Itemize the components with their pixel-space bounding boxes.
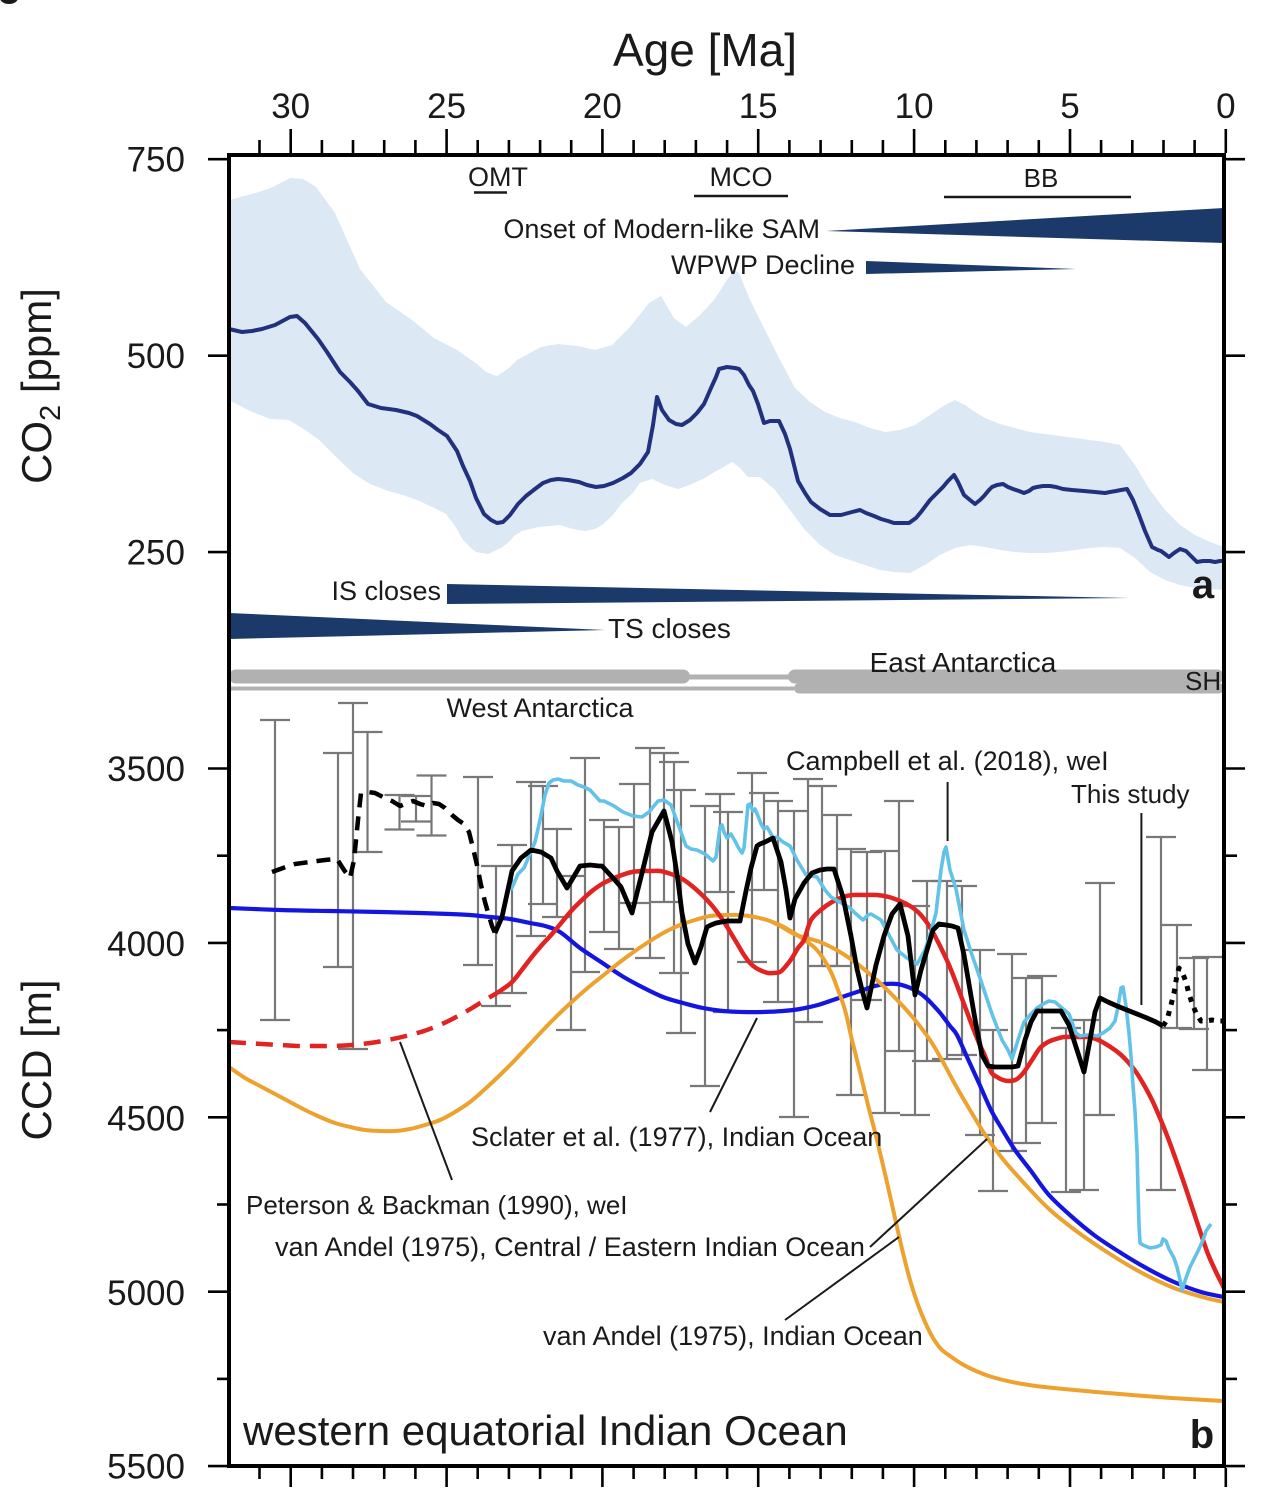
svg-text:western equatorial Indian Ocea: western equatorial Indian Ocean <box>242 1407 848 1454</box>
svg-text:15: 15 <box>739 87 778 126</box>
svg-text:b: b <box>1190 1413 1214 1457</box>
svg-text:750: 750 <box>127 141 185 180</box>
svg-text:East Antarctica: East Antarctica <box>870 647 1057 678</box>
svg-text:CCD [m]: CCD [m] <box>13 980 60 1141</box>
svg-text:IS closes: IS closes <box>331 576 441 606</box>
svg-text:5000: 5000 <box>107 1274 185 1313</box>
svg-text:10: 10 <box>895 87 934 126</box>
svg-text:Onset of Modern-like SAM: Onset of Modern-like SAM <box>503 214 820 244</box>
svg-text:20: 20 <box>583 87 622 126</box>
svg-text:30: 30 <box>271 87 310 126</box>
svg-text:Peterson & Backman (1990), weI: Peterson & Backman (1990), weI <box>246 1190 628 1220</box>
svg-text:a: a <box>1192 563 1215 607</box>
svg-text:Age [Ma]: Age [Ma] <box>613 24 797 76</box>
svg-text:4500: 4500 <box>107 1100 185 1139</box>
svg-text:250: 250 <box>127 534 185 573</box>
svg-text:Sclater et al. (1977), Indian: Sclater et al. (1977), Indian Ocean <box>471 1122 882 1152</box>
svg-text:TS closes: TS closes <box>608 613 731 644</box>
svg-text:500: 500 <box>127 337 185 376</box>
svg-text:25: 25 <box>427 87 466 126</box>
svg-text:SH: SH <box>1185 666 1221 696</box>
svg-text:Campbell et al. (2018), weI: Campbell et al. (2018), weI <box>786 746 1109 776</box>
svg-text:CO2 [ppm]: CO2 [ppm] <box>13 288 67 484</box>
svg-text:5500: 5500 <box>107 1448 185 1487</box>
svg-text:0: 0 <box>1216 87 1235 126</box>
svg-text:MCO: MCO <box>710 162 773 192</box>
svg-text:West Antarctica: West Antarctica <box>446 693 634 723</box>
svg-text:van Andel (1975), Central / Ea: van Andel (1975), Central / Eastern Indi… <box>275 1232 865 1262</box>
svg-text:This study: This study <box>1071 779 1190 809</box>
svg-text:3500: 3500 <box>107 750 185 789</box>
svg-text:4000: 4000 <box>107 925 185 964</box>
svg-text:5: 5 <box>1060 87 1079 126</box>
svg-text:OMT: OMT <box>468 162 528 192</box>
svg-text:BB: BB <box>1024 163 1059 193</box>
svg-text:van Andel (1975), Indian Ocean: van Andel (1975), Indian Ocean <box>543 1321 923 1351</box>
svg-text:WPWP Decline: WPWP Decline <box>671 250 855 280</box>
